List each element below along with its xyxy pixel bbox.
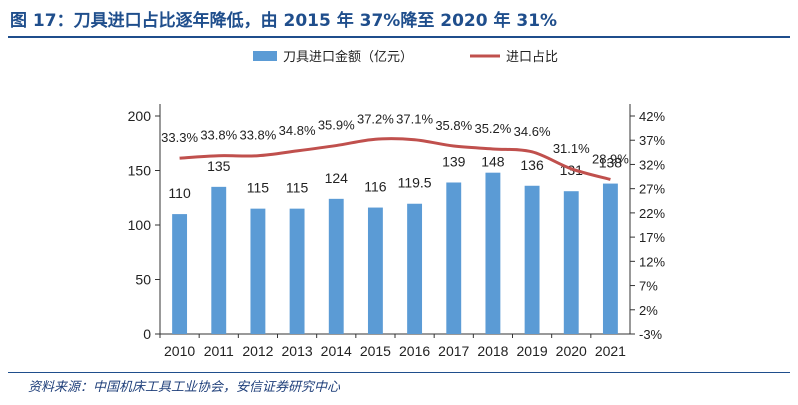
bar-label-2016: 119.5 xyxy=(398,175,432,191)
x-tick-label-2013: 2013 xyxy=(282,343,313,359)
x-tick-label-2012: 2012 xyxy=(242,343,273,359)
x-tick-label-2014: 2014 xyxy=(321,343,352,359)
bar-2012 xyxy=(250,208,266,334)
y-right-tick-label: 7% xyxy=(639,279,658,294)
y-right-tick-label: 17% xyxy=(639,230,665,245)
legend-swatch-imports xyxy=(253,51,277,61)
line-label-2021: 28.9% xyxy=(592,151,629,166)
y-left-tick-label: 150 xyxy=(128,163,152,179)
bar-label-2019: 136 xyxy=(520,157,544,173)
y-right-tick-label: 37% xyxy=(639,133,665,148)
line-label-2015: 37.2% xyxy=(357,111,394,126)
line-share-of-imports xyxy=(179,137,611,181)
bar-label-2015: 116 xyxy=(364,179,387,195)
x-tick-label-2016: 2016 xyxy=(399,343,430,359)
line-label-2018: 35.2% xyxy=(474,121,511,136)
y-right-tick-label: 42% xyxy=(639,109,665,124)
x-tick-label-2020: 2020 xyxy=(556,343,587,359)
bar-label-2011: 135 xyxy=(207,158,231,174)
x-tick-label-2019: 2019 xyxy=(517,343,548,359)
x-tick-label-2017: 2017 xyxy=(438,343,469,359)
y-left-tick-label: 100 xyxy=(128,217,152,233)
bar-2015 xyxy=(367,207,383,334)
figure-title: 图 17：刀具进口占比逐年降低，由 2015 年 37%降至 2020 年 31… xyxy=(10,11,558,31)
bar-2021 xyxy=(602,183,618,334)
y-right-tick-label: 22% xyxy=(639,206,665,221)
line-label-2011: 33.8% xyxy=(200,128,237,143)
y-right-tick-label: 32% xyxy=(639,157,665,172)
bar-2019 xyxy=(524,185,540,334)
bar-2010 xyxy=(172,214,188,334)
bar-2016 xyxy=(407,203,423,334)
bar-2018 xyxy=(485,172,501,334)
line-label-2017: 35.8% xyxy=(435,118,472,133)
line-label-2012: 33.8% xyxy=(239,128,276,143)
y-right-tick-label: 27% xyxy=(639,182,665,197)
bar-label-2010: 110 xyxy=(168,185,191,201)
bar-2017 xyxy=(446,182,462,334)
y-right-tick-label: 12% xyxy=(639,254,665,269)
source-note: 资料来源：中国机床工具工业协会，安信证券研究中心 xyxy=(28,380,341,395)
line-label-2019: 34.6% xyxy=(514,124,551,139)
line-label-2020: 31.1% xyxy=(553,141,590,156)
bar-label-2013: 115 xyxy=(286,180,309,196)
chart: 刀具进口金额（亿元） 进口占比 0 50 100 150 200 -3% 2% 7% 12% 17% 2… xyxy=(128,49,666,359)
y-left-tick-label: 50 xyxy=(135,272,151,288)
x-tick-label-2011: 2011 xyxy=(204,343,234,359)
source-divider xyxy=(8,372,790,373)
y-left-tick-label: 0 xyxy=(143,326,151,342)
line-label-2016: 37.1% xyxy=(396,112,433,127)
bar-label-2012: 115 xyxy=(247,180,270,196)
y-right-tick-label: 2% xyxy=(639,303,658,318)
title-divider xyxy=(8,36,790,38)
bar-2020 xyxy=(563,191,579,334)
bar-2014 xyxy=(328,198,344,334)
x-tick-label-2018: 2018 xyxy=(477,343,508,359)
x-tick-label-2010: 2010 xyxy=(164,343,195,359)
bar-2011 xyxy=(211,186,227,334)
bar-label-2018: 148 xyxy=(481,154,505,170)
line-label-2010: 33.3% xyxy=(161,130,198,145)
bar-label-2014: 124 xyxy=(325,170,349,186)
legend-label-imports: 刀具进口金额（亿元） xyxy=(283,49,413,64)
y-right-tick-label: -3% xyxy=(639,327,663,342)
bar-label-2017: 139 xyxy=(442,153,466,169)
line-label-2013: 34.8% xyxy=(279,123,316,138)
legend-label-share: 进口占比 xyxy=(506,49,558,64)
line-label-2014: 35.9% xyxy=(318,118,355,133)
bar-label-2021: 138 xyxy=(599,155,623,171)
bar-2013 xyxy=(289,208,305,334)
y-left-tick-label: 200 xyxy=(128,108,152,124)
x-tick-label-2015: 2015 xyxy=(360,343,391,359)
x-tick-label-2021: 2021 xyxy=(595,343,626,359)
